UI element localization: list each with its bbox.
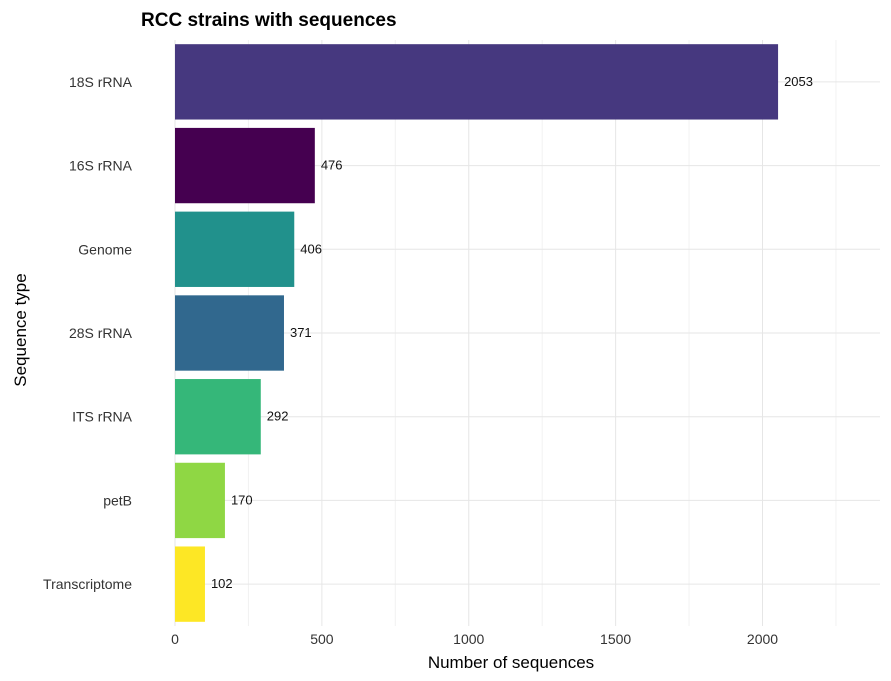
- bar: [175, 379, 261, 455]
- chart-title: RCC strains with sequences: [141, 10, 397, 31]
- y-tick-label: petB: [103, 492, 132, 508]
- y-tick-label: 28S rRNA: [69, 325, 133, 341]
- data-label-layer: 2053 476 406 371 292 170 102: [211, 74, 813, 591]
- x-tick-label: 0: [171, 631, 179, 647]
- bar: [175, 211, 295, 287]
- bar-value-label: 406: [300, 241, 322, 256]
- bar-value-label: 170: [231, 492, 253, 507]
- y-tick-label: ITS rRNA: [72, 409, 133, 425]
- bar: [175, 295, 284, 371]
- y-tick-label: Genome: [78, 241, 132, 257]
- bar-value-label: 2053: [784, 74, 813, 89]
- y-tick-label: 16S rRNA: [69, 158, 133, 174]
- y-tick-label: Transcriptome: [43, 576, 132, 592]
- x-tick-label: 1500: [600, 631, 631, 647]
- bar-value-label: 292: [267, 409, 289, 424]
- bar: [175, 546, 205, 622]
- bar: [175, 44, 779, 120]
- bar: [175, 462, 225, 539]
- y-tick-label: 18S rRNA: [69, 74, 133, 90]
- bar-value-label: 476: [321, 158, 343, 173]
- bar-layer: [175, 44, 779, 622]
- x-axis-title: Number of sequences: [428, 653, 594, 672]
- x-tick-label: 500: [310, 631, 334, 647]
- y-axis-title: Sequence type: [11, 273, 30, 386]
- x-tick-layer: 0 500 1000 1500 2000: [171, 631, 778, 647]
- y-tick-layer: 18S rRNA 16S rRNA Genome 28S rRNA ITS rRNA pe…: [43, 74, 133, 592]
- x-tick-label: 2000: [747, 631, 778, 647]
- bar: [175, 127, 315, 204]
- bar-value-label: 102: [211, 576, 233, 591]
- x-tick-label: 1000: [453, 631, 484, 647]
- bar-value-label: 371: [290, 325, 312, 340]
